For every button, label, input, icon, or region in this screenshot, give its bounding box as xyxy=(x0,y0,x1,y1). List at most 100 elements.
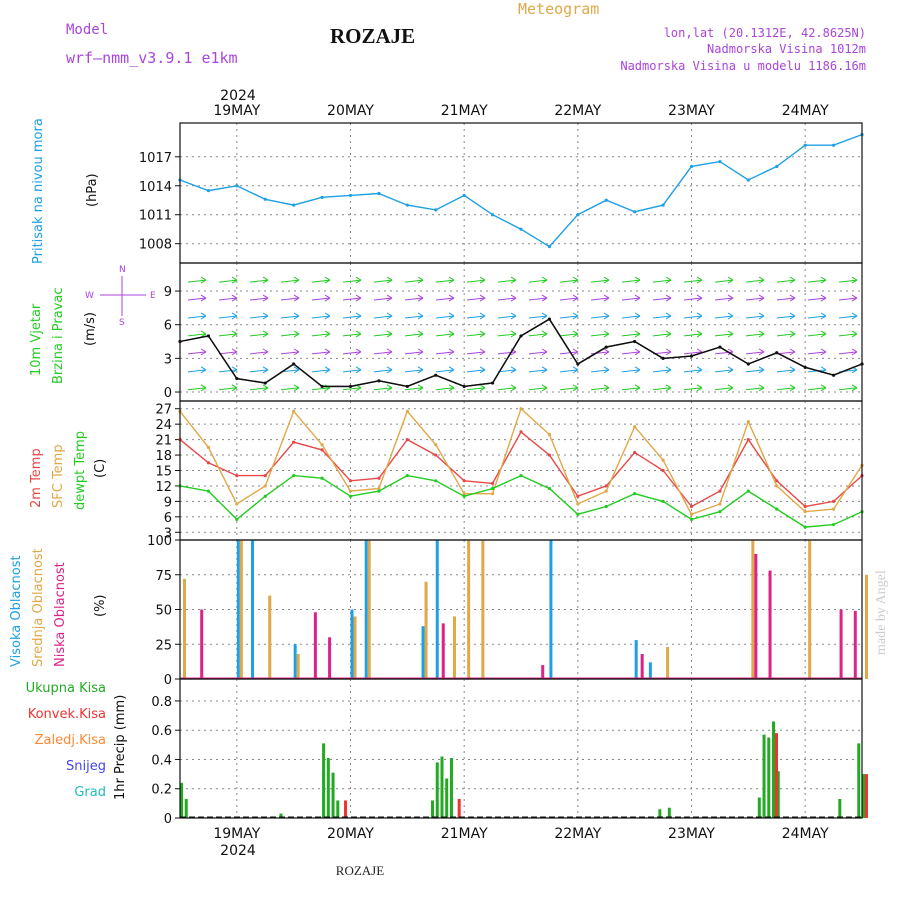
series-point xyxy=(576,494,580,498)
precip-bar xyxy=(440,756,444,818)
wind-arrowhead xyxy=(510,294,517,302)
cloud-bar xyxy=(541,665,545,679)
wind-arrow xyxy=(404,387,424,391)
wind-arrow xyxy=(528,333,548,337)
wind-arrowhead xyxy=(541,312,548,320)
wind-arrow xyxy=(528,369,548,373)
temp2m-side-label: 2m Temp xyxy=(29,448,44,508)
wind-arrowhead xyxy=(324,348,331,356)
wind-arrow xyxy=(466,315,486,319)
wind-arrowhead xyxy=(200,294,207,302)
wind-arrowhead xyxy=(324,294,331,302)
wind-arrow xyxy=(249,297,269,301)
series-point xyxy=(547,432,552,437)
series-point xyxy=(320,448,324,452)
wind-arrow xyxy=(311,351,331,355)
precip-bar xyxy=(772,721,776,818)
wind-arrowhead xyxy=(851,312,858,320)
series-point xyxy=(661,468,665,473)
wind-arrow xyxy=(497,369,517,373)
wind-arrowhead xyxy=(448,348,455,356)
precip-bar xyxy=(344,800,348,818)
wind-arrow xyxy=(466,297,486,301)
cloud-bar xyxy=(666,647,670,679)
wind-arrowhead xyxy=(448,312,455,320)
series-point xyxy=(206,489,211,493)
wind-arrowhead xyxy=(417,294,424,302)
cloud-bar xyxy=(239,540,243,679)
wind-arrowhead xyxy=(789,330,796,338)
series-point xyxy=(803,510,807,514)
cloud-bar xyxy=(481,540,485,679)
wind-arrowhead xyxy=(758,366,765,374)
series-point xyxy=(490,213,495,217)
wind-arrow xyxy=(776,387,796,391)
series-point xyxy=(576,512,580,516)
wind-arrowhead xyxy=(386,312,393,320)
series-point xyxy=(831,499,836,503)
panel-cloud: 0 25 50 75 100 xyxy=(147,534,868,688)
wind-arrow xyxy=(745,279,765,283)
wind-arrowhead xyxy=(355,330,362,338)
wind-arrow xyxy=(621,387,641,391)
wind-arrow xyxy=(497,297,517,301)
precip-bar xyxy=(857,743,861,818)
y-tick-label: 0 xyxy=(164,812,172,827)
wind-arrowhead xyxy=(510,330,517,338)
wind-arrow xyxy=(435,279,455,283)
wind-arrow xyxy=(497,315,517,319)
series-point xyxy=(604,504,608,509)
wind-arrow xyxy=(714,351,734,355)
wind-arrowhead xyxy=(789,312,796,320)
y-tick-label: 0.2 xyxy=(151,783,172,798)
wind-arrowhead xyxy=(851,330,858,338)
cloud-low-side-label: Niska Oblacnost xyxy=(53,562,68,667)
wind-arrowhead xyxy=(820,330,827,338)
series-point xyxy=(803,525,807,529)
wind-arrowhead xyxy=(727,366,734,374)
precip-conv-label: Konvek.Kisa xyxy=(28,707,106,722)
cloud-bar xyxy=(421,626,425,679)
wind-arrow xyxy=(249,315,269,319)
wind-arrowhead xyxy=(758,384,765,392)
precip-bar xyxy=(862,774,865,818)
wind-arrowhead xyxy=(355,366,362,374)
wind-arrow xyxy=(621,351,641,355)
wind-arrow xyxy=(435,333,455,337)
precip-bar xyxy=(180,782,183,818)
wind-arrow xyxy=(807,333,827,337)
series-point xyxy=(377,489,381,493)
wind-arrow xyxy=(590,369,610,373)
wind-arrow xyxy=(528,351,548,355)
precip-bar xyxy=(457,798,461,818)
wind-arrow xyxy=(342,315,362,319)
day-label-top: 23MAY xyxy=(668,103,715,119)
series-point xyxy=(462,193,466,198)
model-elevation-text: Nadmorska Visina u modelu 1186.16m xyxy=(620,59,866,73)
wind-arrowhead xyxy=(355,276,362,284)
wind-arrow xyxy=(280,387,300,391)
series-point xyxy=(604,484,608,488)
wind-arrow xyxy=(559,279,579,283)
wind-arrow xyxy=(342,297,362,301)
wind-arrow xyxy=(311,297,331,301)
wind-arrow xyxy=(807,279,827,283)
y-tick-label: 6 xyxy=(164,511,172,526)
wind-arrow xyxy=(404,279,424,283)
cloud-bar xyxy=(236,540,240,679)
cloud-bar xyxy=(768,570,772,679)
wind-arrowhead xyxy=(603,276,610,284)
wind-arrow xyxy=(435,351,455,355)
y-tick-label: 12 xyxy=(155,480,172,495)
wind-arrowhead xyxy=(448,366,455,374)
compass-south: S xyxy=(119,318,125,328)
wind-arrow xyxy=(807,387,827,391)
wind-arrow xyxy=(714,387,734,391)
cloud-bar xyxy=(853,610,857,679)
wind-arrowhead xyxy=(386,276,393,284)
wind-arrowhead xyxy=(293,276,300,284)
year-bottom: 2024 xyxy=(220,843,256,859)
cloud-bar xyxy=(200,609,204,679)
series-point xyxy=(689,164,694,169)
